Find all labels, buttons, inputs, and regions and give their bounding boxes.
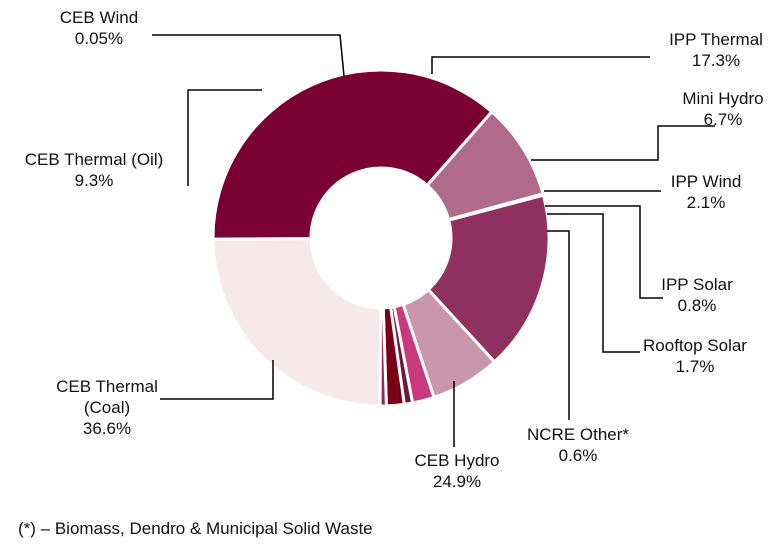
leader-ncre-other <box>547 230 570 420</box>
label-ceb-wind: CEB Wind 0.05% <box>60 8 138 48</box>
slice-ipp-thermal <box>426 193 551 364</box>
slice-value-label: 1.7% <box>676 357 715 376</box>
slice-ceb-thermal-coal <box>211 68 494 241</box>
slice-name-label: IPP Wind <box>671 172 742 191</box>
label-rooftop-solar: Rooftop Solar 1.7% <box>643 336 747 376</box>
label-ipp-wind: IPP Wind 2.1% <box>671 172 742 212</box>
slice-name-label: CEB Thermal (Oil) <box>25 150 164 169</box>
slice-name-label: (Coal) <box>84 398 130 417</box>
slice-value-label: 2.1% <box>687 193 726 212</box>
leader-lines <box>152 34 715 447</box>
slice-value-label: 6.7% <box>704 110 743 129</box>
slice-name-label: CEB Hydro <box>414 451 499 470</box>
leader-ipp-thermal <box>431 56 650 74</box>
label-ceb-thermal-coal: CEB Thermal (Coal) 36.6% <box>56 377 158 438</box>
slice-value-label: 0.6% <box>559 446 598 465</box>
leader-ceb-thermal-oil <box>187 89 262 186</box>
slice-value-label: 17.3% <box>692 51 740 70</box>
slice-ncre-other <box>378 306 388 408</box>
leader-ipp-solar <box>545 205 663 299</box>
slice-value-label: 9.3% <box>75 171 114 190</box>
slice-ceb-hydro <box>211 236 383 408</box>
slice-name-label: CEB Wind <box>60 8 138 27</box>
slice-name-label: Mini Hydro <box>682 89 763 108</box>
slice-value-label: 24.9% <box>433 472 481 491</box>
slice-name-label: IPP Solar <box>661 275 733 294</box>
leader-ceb-thermal-coal <box>160 360 274 400</box>
leader-ceb-wind <box>152 34 345 77</box>
slice-labels: CEB Hydro 24.9%CEB Thermal (Coal) 36.6%CEB … <box>25 8 764 491</box>
donut-slices <box>211 68 551 408</box>
leader-rooftop-solar <box>547 213 640 353</box>
label-ncre-other: NCRE Other* 0.6% <box>527 425 629 465</box>
slice-name-label: CEB Thermal <box>56 377 158 396</box>
leader-mini-hydro <box>531 125 715 161</box>
slice-name-label: NCRE Other* <box>527 425 629 444</box>
slice-value-label: 0.8% <box>678 296 717 315</box>
label-ceb-hydro: CEB Hydro 24.9% <box>414 451 499 491</box>
label-ipp-solar: IPP Solar 0.8% <box>661 275 733 315</box>
slice-value-label: 36.6% <box>83 419 131 438</box>
label-ceb-thermal-oil: CEB Thermal (Oil) 9.3% <box>25 150 164 190</box>
slice-value-label: 0.05% <box>75 29 123 48</box>
slice-name-label: IPP Thermal <box>669 30 763 49</box>
slice-name-label: Rooftop Solar <box>643 336 747 355</box>
label-mini-hydro: Mini Hydro 6.7% <box>682 89 763 129</box>
label-ipp-thermal: IPP Thermal 17.3% <box>669 30 763 70</box>
footnote: (*) – Biomass, Dendro & Municipal Solid … <box>18 519 373 538</box>
